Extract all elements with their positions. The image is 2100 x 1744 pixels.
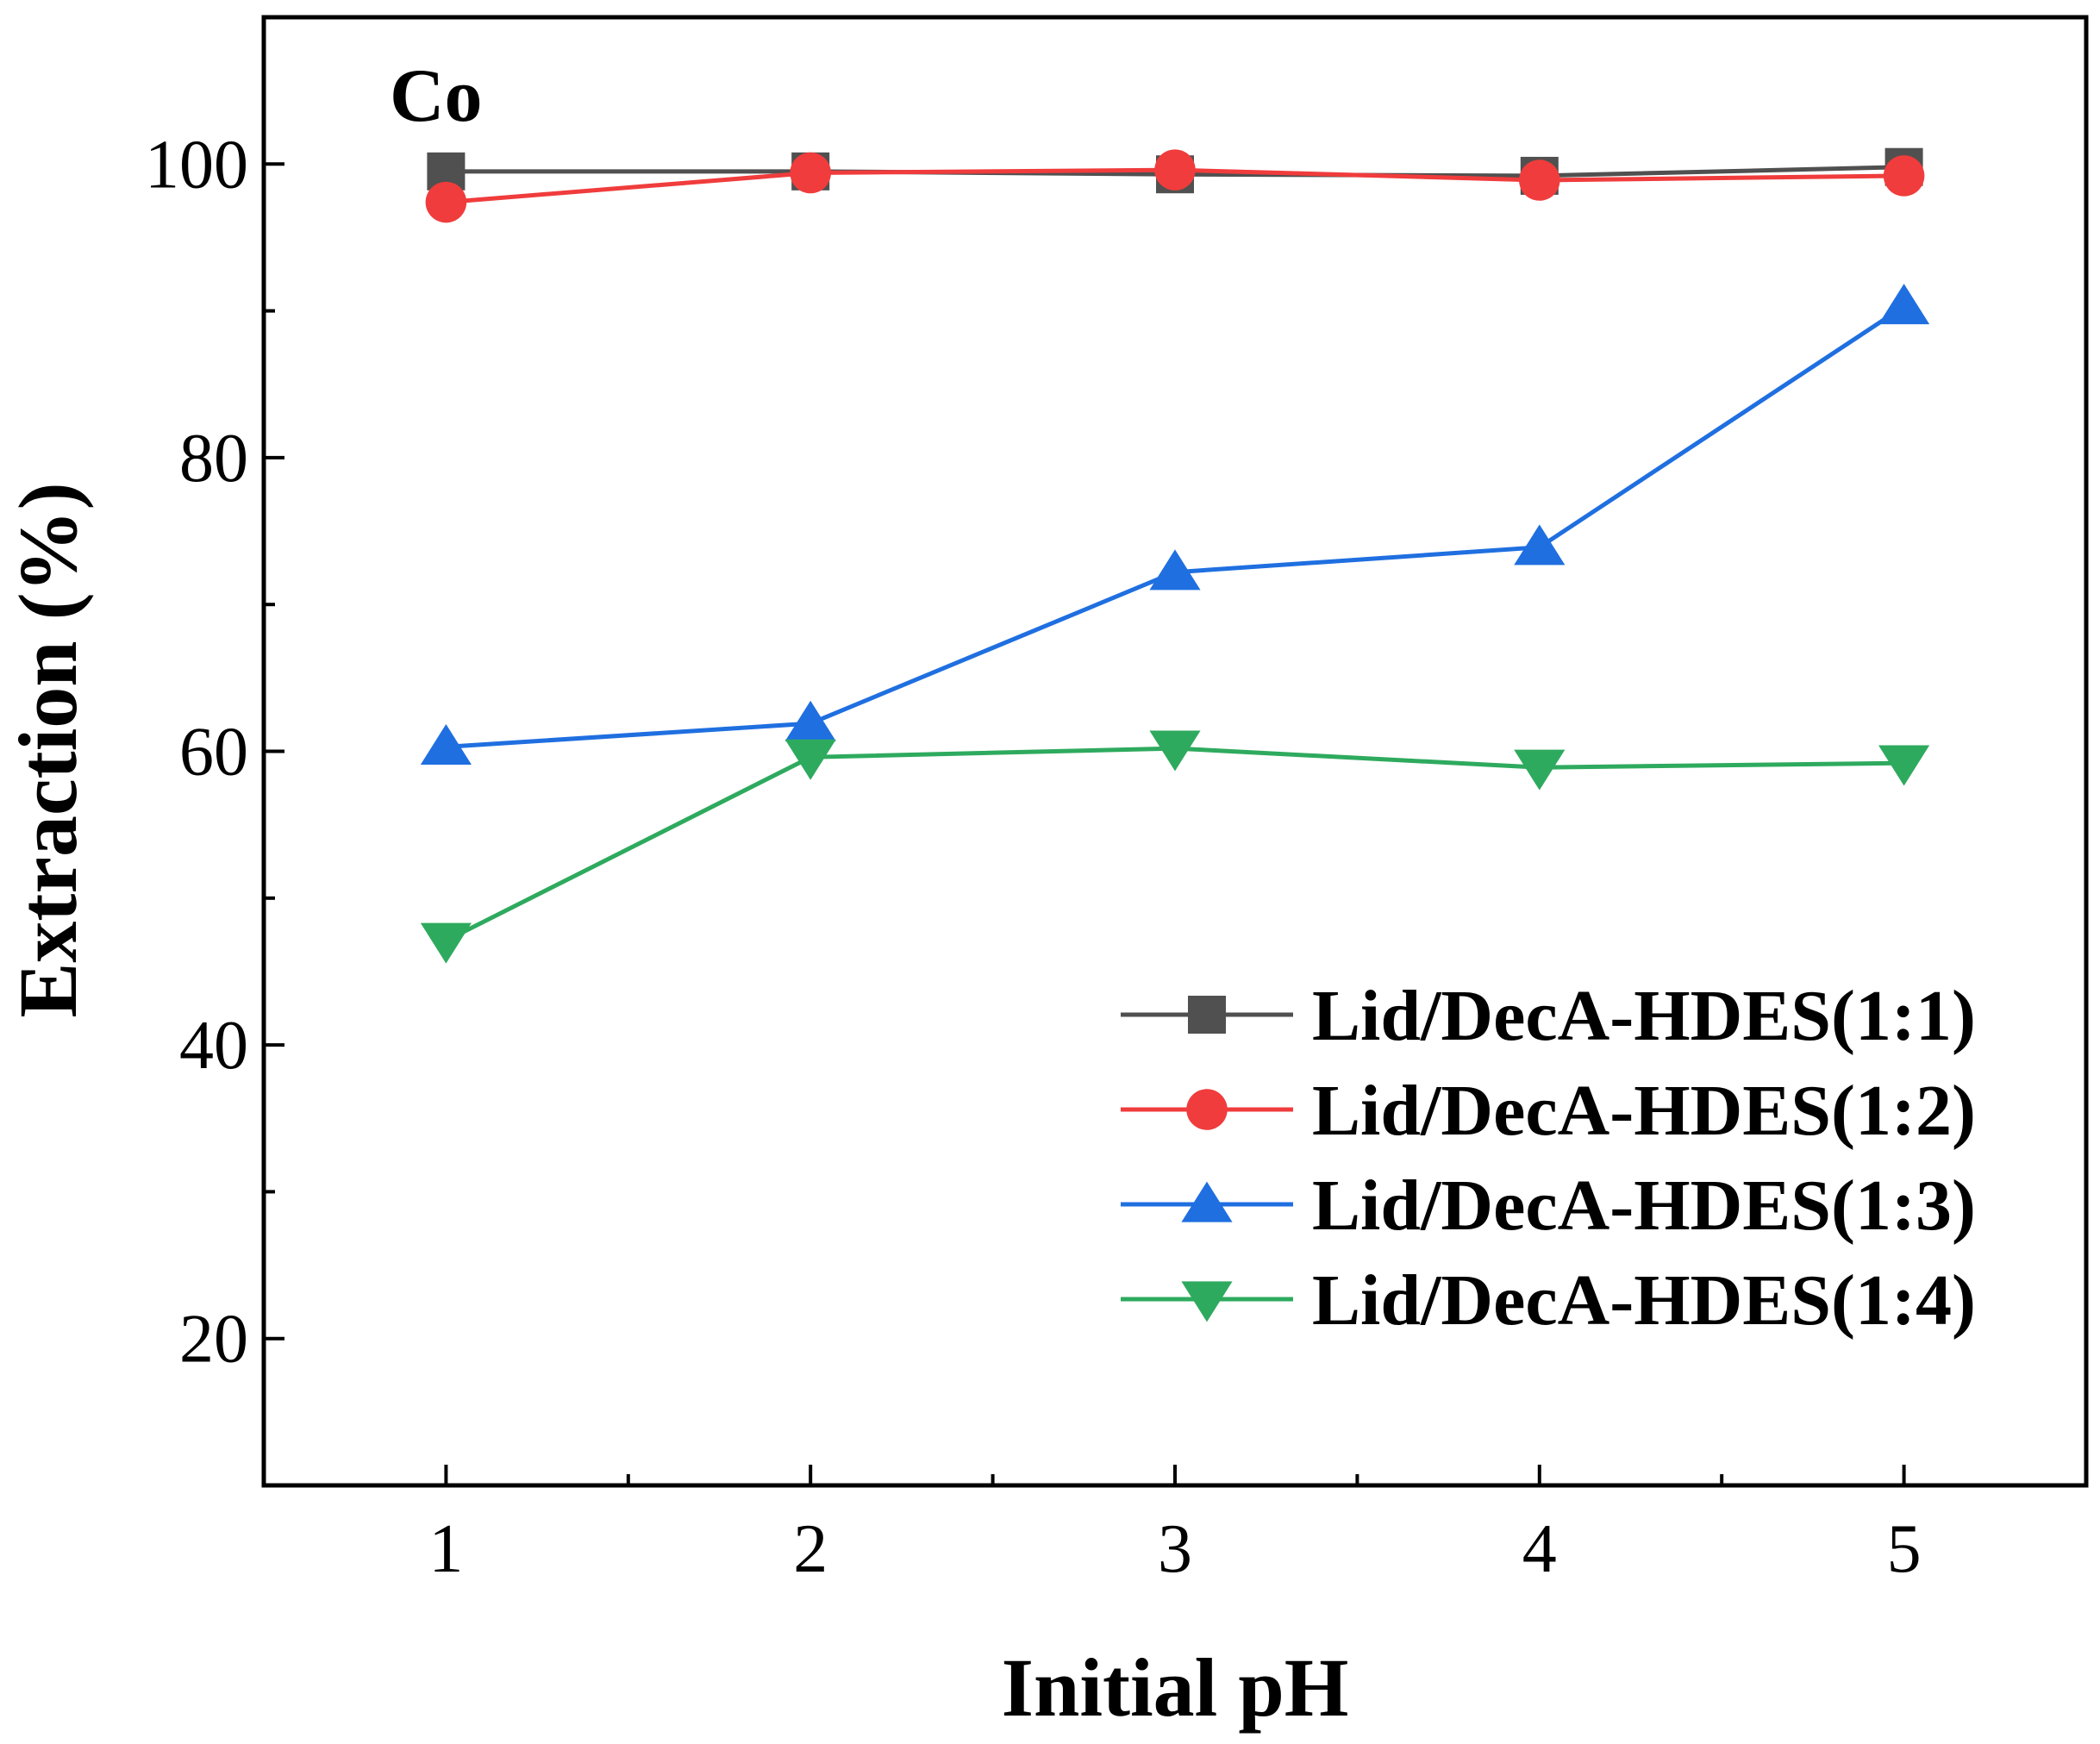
legend-entry: Lid/DecA-HDES(1:3) (1121, 1166, 1976, 1246)
data-point (1878, 745, 1930, 786)
x-tick-label: 5 (1887, 1511, 1922, 1587)
y-tick-label: 60 (179, 715, 248, 791)
data-point (1514, 524, 1566, 566)
series-line (446, 304, 1905, 749)
data-point (1878, 284, 1930, 325)
legend-marker (1181, 1181, 1233, 1222)
legend-label: Lid/DecA-HDES(1:2) (1312, 1071, 1976, 1151)
x-tick-label: 2 (793, 1511, 828, 1587)
panel-label: Co (390, 54, 483, 138)
data-point (784, 700, 836, 741)
x-axis-title: Initial pH (1002, 1641, 1349, 1734)
x-tick-label: 1 (428, 1511, 463, 1587)
data-point (784, 739, 836, 780)
legend-label: Lid/DecA-HDES(1:3) (1312, 1166, 1976, 1246)
data-point (1149, 730, 1201, 772)
y-tick-label: 20 (179, 1302, 248, 1378)
data-point (1519, 159, 1560, 201)
legend-entry: Lid/DecA-HDES(1:2) (1121, 1071, 1976, 1151)
x-tick-label: 4 (1522, 1511, 1557, 1587)
data-point (1883, 155, 1925, 197)
series-line (445, 746, 1904, 943)
series-4 (420, 730, 1930, 964)
series-3 (420, 284, 1930, 765)
legend-marker (1188, 996, 1226, 1034)
series-2 (425, 149, 1925, 223)
legend-label: Lid/DecA-HDES(1:4) (1312, 1260, 1976, 1341)
y-axis-title: Extraction (%) (2, 482, 94, 1017)
data-point (420, 922, 472, 964)
legend-label: Lid/DecA-HDES(1:1) (1312, 976, 1976, 1056)
legend-marker (1186, 1089, 1228, 1130)
data-point (425, 181, 467, 223)
x-axis-ticks: 1 2 3 4 5 (428, 1465, 1922, 1587)
series-layer (420, 147, 1930, 964)
y-tick-label: 40 (179, 1008, 248, 1084)
legend-entry: Lid/DecA-HDES(1:4) (1121, 1260, 1976, 1341)
data-point (790, 152, 831, 194)
legend-marker (1181, 1281, 1233, 1322)
legend: Lid/DecA-HDES(1:1) Lid/DecA-HDES(1:2) Lid/… (1121, 976, 1976, 1341)
x-tick-label: 3 (1158, 1511, 1192, 1587)
data-point (1154, 149, 1196, 191)
data-point (1149, 549, 1201, 591)
y-tick-label: 80 (179, 421, 248, 497)
legend-entry: Lid/DecA-HDES(1:1) (1121, 976, 1976, 1056)
data-point (420, 723, 472, 765)
y-axis-ticks: 20 40 60 80 100 (145, 127, 284, 1378)
y-tick-label: 100 (145, 127, 248, 203)
data-point (1514, 749, 1566, 791)
